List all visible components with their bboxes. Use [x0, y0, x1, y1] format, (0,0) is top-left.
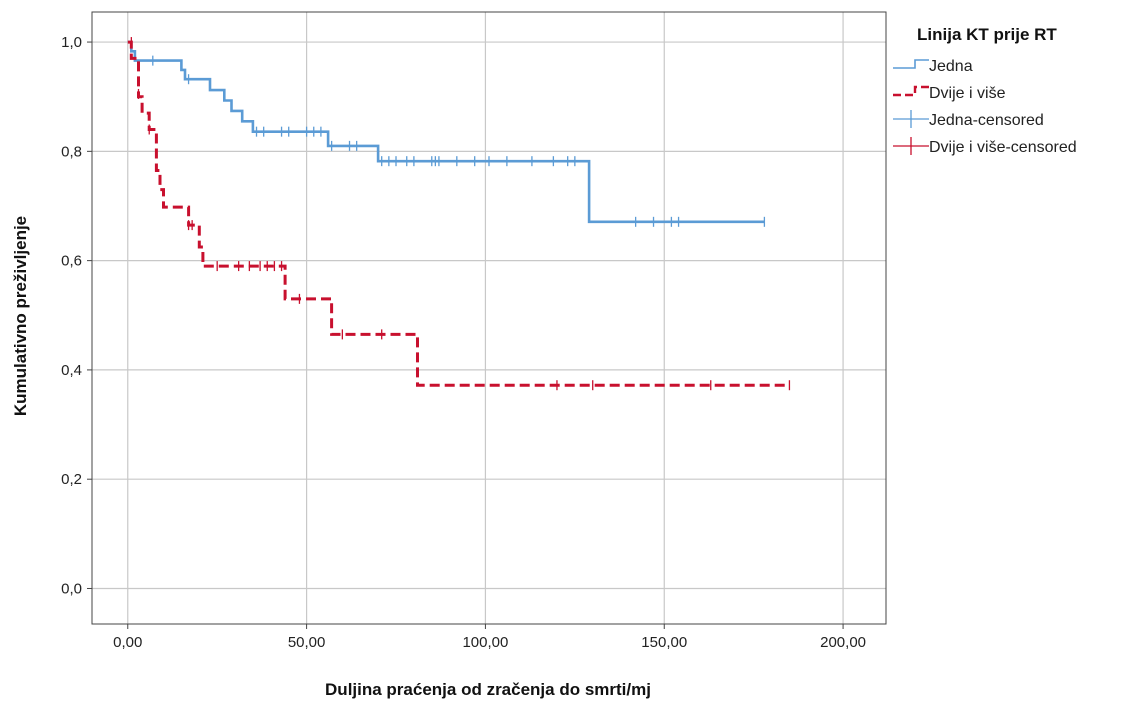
legend-item: Jedna	[893, 58, 973, 75]
x-tick-label: 200,00	[820, 634, 866, 651]
series-layer	[127, 37, 791, 391]
axis-ticks: 0,00 50,00 100,00 150,00 200,00 0,0 0,2 0,4 0,6 0…	[61, 34, 866, 651]
x-tick-label: 0,00	[113, 634, 142, 651]
legend-label: Dvije i više	[929, 85, 1006, 102]
y-tick-label: 1,0	[61, 34, 82, 51]
legend-label: Jedna	[929, 58, 973, 75]
y-tick-label: 0,2	[61, 471, 82, 488]
x-axis-title: Duljina praćenja od zračenja do smrti/mj	[325, 680, 651, 699]
legend-item: Dvije i više	[893, 85, 1006, 102]
legend: Linija KT prije RT Jedna Dvije i više Jedn…	[893, 25, 1077, 156]
x-tick-label: 150,00	[641, 634, 687, 651]
legend-label: Dvije i više-censored	[929, 139, 1077, 156]
y-axis-title: Kumulativno preživljenje	[11, 216, 30, 416]
legend-title: Linija KT prije RT	[917, 25, 1057, 44]
legend-swatch	[893, 85, 929, 97]
legend-item: Dvije i više-censored	[893, 137, 1077, 156]
grid	[92, 12, 886, 624]
y-tick-label: 0,8	[61, 143, 82, 160]
y-tick-label: 0,6	[61, 253, 82, 270]
legend-label: Jedna-censored	[929, 112, 1044, 129]
legend-swatch	[893, 59, 929, 69]
survival-curve	[127, 40, 790, 387]
plot-frame	[91, 11, 887, 625]
series-2	[127, 37, 791, 391]
x-tick-label: 50,00	[288, 634, 326, 651]
x-tick-label: 100,00	[462, 634, 508, 651]
y-tick-label: 0,0	[61, 580, 82, 597]
survival-curve	[127, 40, 765, 224]
series-1	[127, 40, 766, 227]
legend-item: Jedna-censored	[893, 110, 1044, 129]
y-tick-label: 0,4	[61, 362, 82, 379]
